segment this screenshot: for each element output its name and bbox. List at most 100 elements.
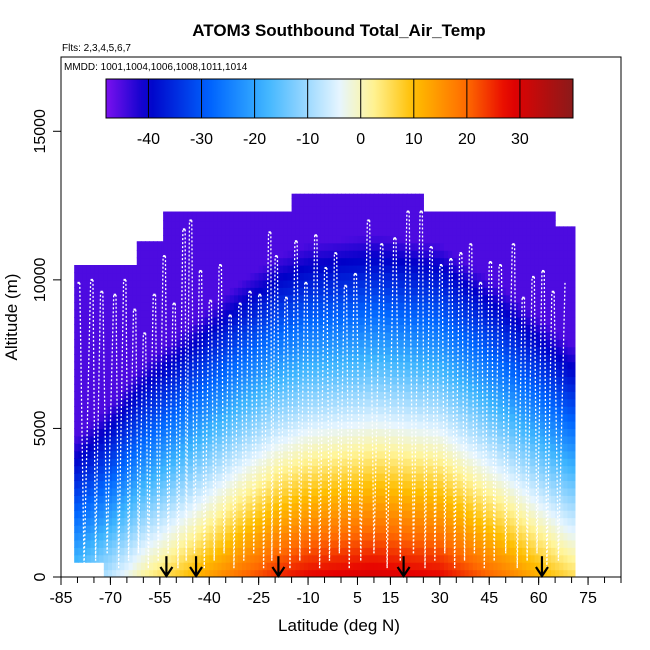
heatmap-cell (291, 502, 297, 511)
heatmap-cell (98, 458, 104, 467)
heatmap-cell (103, 495, 105, 504)
heatmap-cell (175, 369, 181, 378)
heatmap-cell (225, 458, 231, 467)
heatmap-cell (295, 193, 301, 199)
heatmap-cell (179, 525, 185, 534)
heatmap-cell (324, 369, 330, 378)
heatmap-cell (398, 361, 404, 370)
heatmap-cell (161, 562, 164, 571)
heatmap-cell (328, 265, 334, 274)
heatmap-cell (411, 421, 416, 430)
heatmap-cell (271, 235, 276, 244)
heatmap-cell (187, 376, 193, 385)
heatmap-cell (328, 510, 334, 519)
heatmap-cell (423, 562, 429, 571)
heatmap-cell (332, 324, 338, 333)
heatmap-cell (254, 346, 260, 355)
heatmap-cell (213, 257, 219, 266)
heatmap-cell (435, 473, 441, 482)
heatmap-cell (341, 361, 346, 370)
heatmap-cell (320, 220, 326, 229)
heatmap-cell (179, 272, 185, 281)
heatmap-cell (140, 532, 146, 541)
heatmap-cell (258, 525, 264, 534)
heatmap-cell (120, 480, 126, 489)
heatmap-cell (250, 406, 256, 415)
heatmap-cell (103, 406, 109, 415)
heatmap-cell (136, 383, 142, 392)
heatmap-cell (435, 235, 441, 244)
heatmap-cell (145, 324, 150, 333)
heatmap-cell (192, 220, 198, 229)
heatmap-cell (443, 227, 449, 236)
heatmap-cell (258, 473, 264, 482)
heatmap-cell (386, 265, 392, 274)
heatmap-cell (332, 435, 338, 444)
heatmap-cell (394, 554, 400, 563)
heatmap-cell (291, 495, 297, 504)
heatmap-cell (427, 383, 433, 392)
heatmap-cell (205, 428, 210, 437)
heatmap-cell (167, 309, 172, 318)
heatmap-cell (448, 465, 453, 474)
heatmap-cell (90, 502, 96, 511)
heatmap-cell (411, 331, 416, 340)
heatmap-cell (163, 406, 168, 415)
heatmap-cell (145, 339, 150, 348)
heatmap-cell (238, 324, 243, 333)
heatmap-cell (394, 250, 400, 259)
heatmap-cell (217, 517, 223, 526)
heatmap-cell (167, 287, 172, 296)
heatmap-cell (116, 510, 121, 519)
heatmap-cell (107, 376, 113, 385)
heatmap-cell (124, 279, 130, 288)
heatmap-cell (468, 391, 474, 400)
heatmap-cell (183, 265, 189, 274)
heatmap-cell (167, 413, 172, 422)
heatmap-cell (192, 517, 198, 526)
heatmap-cell (382, 547, 387, 556)
heatmap-cell (242, 413, 247, 422)
heatmap-cell (464, 235, 470, 244)
heatmap-cell (163, 346, 168, 355)
heatmap-cell (266, 339, 272, 348)
heatmap-cell (140, 435, 146, 444)
heatmap-cell (349, 569, 354, 577)
heatmap-cell (86, 465, 92, 474)
heatmap-cell (353, 213, 359, 222)
heatmap-cell (378, 193, 383, 199)
heatmap-cell (402, 250, 408, 259)
heatmap-cell (365, 495, 371, 504)
heatmap-cell (378, 480, 383, 489)
heatmap-cell (476, 473, 482, 482)
heatmap-cell (179, 495, 185, 504)
heatmap-cell (365, 391, 371, 400)
heatmap-cell (246, 331, 252, 340)
heatmap-cell (128, 324, 134, 333)
heatmap-cell (427, 242, 433, 251)
heatmap-cell (468, 554, 474, 563)
heatmap-cell (233, 421, 239, 430)
heatmap-cell (328, 376, 334, 385)
heatmap-cell (415, 309, 420, 318)
heatmap-cell (423, 443, 429, 452)
heatmap-cell (336, 413, 342, 422)
heatmap-cell (448, 539, 453, 548)
heatmap-cell (472, 510, 478, 519)
heatmap-cell (179, 213, 185, 222)
heatmap-cell (191, 443, 194, 452)
heatmap-cell (373, 406, 379, 415)
heatmap-cell (287, 465, 293, 474)
heatmap-cell (205, 302, 210, 311)
heatmap-cell (191, 562, 194, 571)
heatmap-cell (254, 361, 260, 370)
heatmap-cell (258, 354, 264, 363)
heatmap-cell (456, 517, 462, 526)
heatmap-cell (456, 465, 462, 474)
heatmap-cell (472, 302, 478, 311)
heatmap-cell (349, 354, 354, 363)
heatmap-cell (258, 391, 264, 400)
heatmap-cell (196, 369, 202, 378)
heatmap-cell (233, 569, 239, 577)
heatmap-cell (345, 450, 350, 459)
